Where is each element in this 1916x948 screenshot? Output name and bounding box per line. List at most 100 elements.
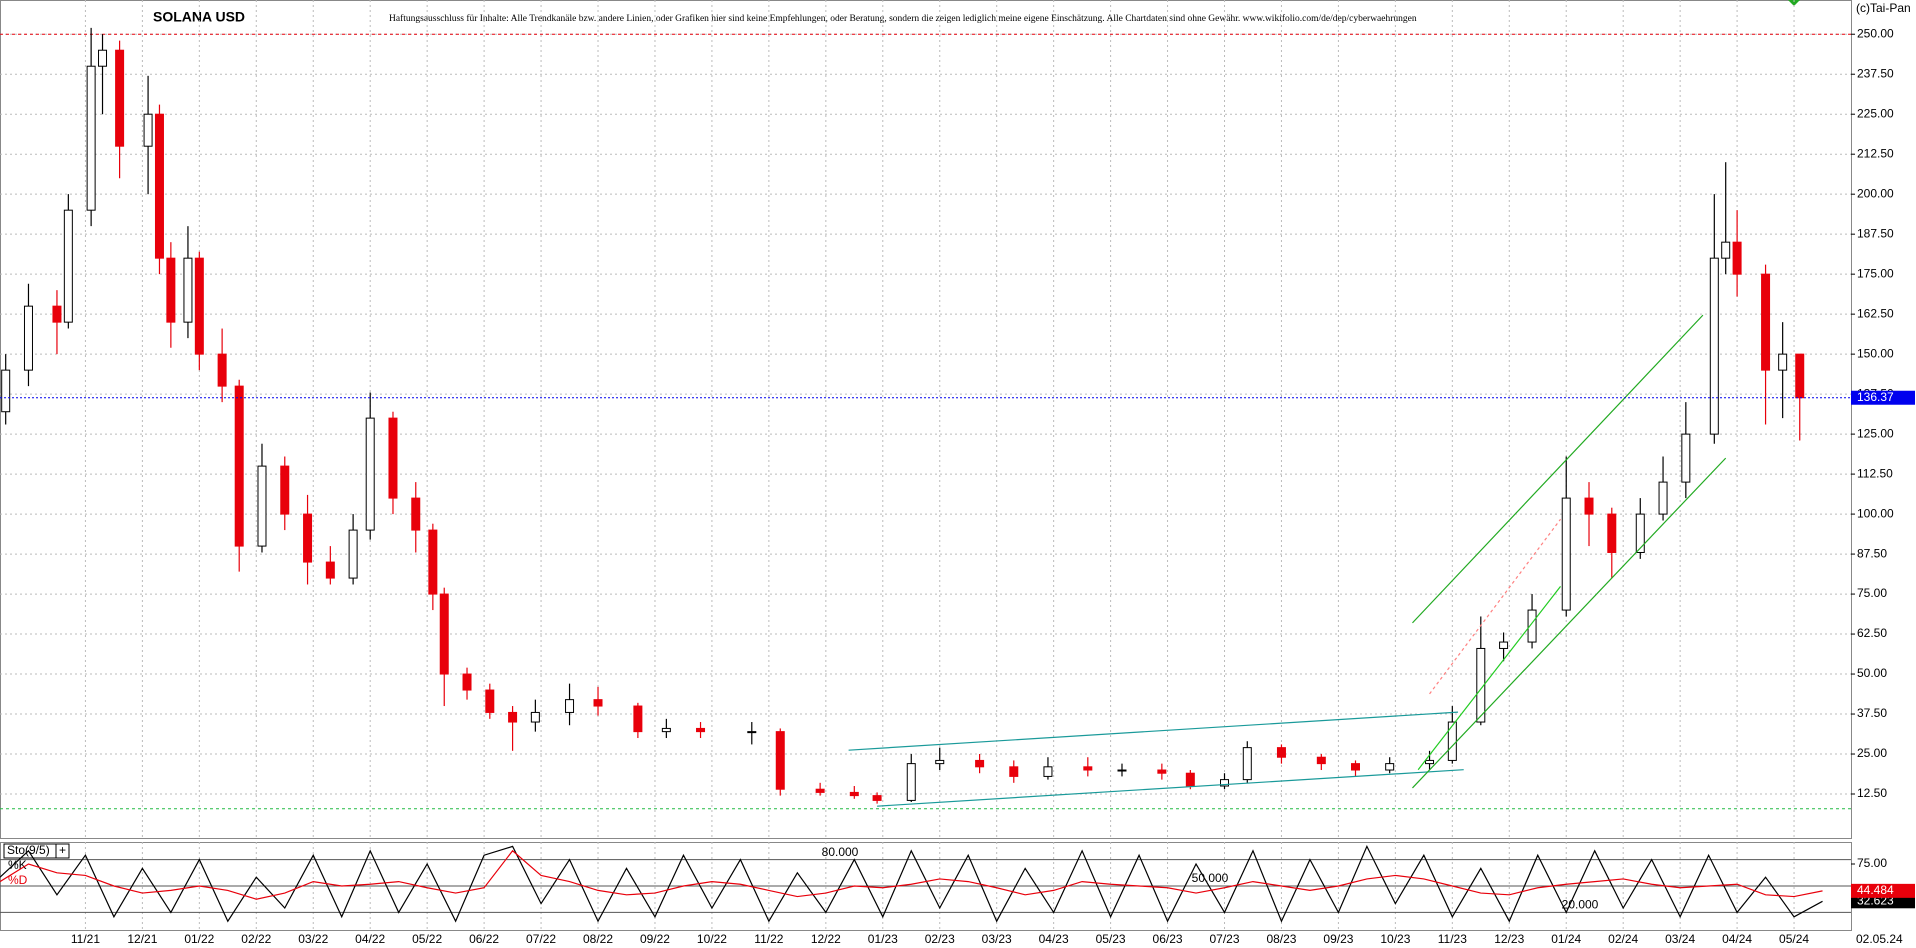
candle-body	[775, 731, 785, 790]
candle-body	[143, 113, 153, 147]
stoch-toggle-icon[interactable]: +	[59, 843, 66, 857]
x-tick-label: 08/22	[583, 932, 613, 946]
candle-body	[1009, 766, 1019, 777]
candle-body	[154, 113, 164, 259]
x-tick-label: 04/23	[1039, 932, 1069, 946]
stoch-line	[0, 844, 1823, 923]
main-panel-border	[0, 0, 1852, 839]
candle-body	[906, 763, 916, 801]
candle-body	[661, 727, 671, 733]
trend-line	[848, 711, 1459, 751]
candle-body	[1117, 769, 1127, 772]
y-tick-label: 112.50	[1857, 466, 1893, 480]
x-tick-label: 12/22	[811, 932, 841, 946]
candle-body	[485, 689, 495, 713]
y-tick-label: 62.50	[1857, 626, 1887, 640]
y-tick-label: 212.50	[1857, 146, 1894, 160]
y-tick-label: 37.50	[1857, 706, 1887, 720]
x-tick-label: 01/22	[184, 932, 214, 946]
candle-body	[1561, 497, 1571, 611]
candle-body	[1732, 241, 1742, 275]
candle-body	[747, 731, 757, 734]
candle-body	[23, 305, 33, 371]
candle-body	[194, 257, 204, 355]
candle-body	[530, 711, 540, 723]
x-tick-label: 12/21	[127, 932, 157, 946]
level-label: 50.000	[1192, 871, 1229, 885]
x-tick-label: 10/22	[697, 932, 727, 946]
candle-body	[935, 759, 945, 765]
candle-body	[388, 417, 398, 499]
candle-body	[1795, 353, 1805, 399]
y-tick-label: 75.00	[1857, 586, 1887, 600]
x-tick-label: 02/22	[241, 932, 271, 946]
candle-body	[63, 209, 73, 323]
stoch-value-label: 44.484	[1857, 883, 1894, 897]
x-tick-label: 03/24	[1665, 932, 1695, 946]
candle-body	[1584, 497, 1594, 515]
candle-body	[1276, 747, 1286, 758]
stoch-value-box	[1851, 883, 1915, 898]
candle-body	[52, 305, 62, 323]
x-tick-label: 02/23	[925, 932, 955, 946]
x-tick-label: 05/22	[412, 932, 442, 946]
x-tick-label: 11/21	[71, 932, 100, 946]
last-price-box	[1851, 390, 1915, 405]
candle-body	[325, 561, 335, 579]
candle-body	[1447, 721, 1457, 761]
candle-body	[593, 699, 603, 707]
candle-body	[303, 513, 313, 563]
x-tick-label: 07/23	[1209, 932, 1239, 946]
candle-body	[1476, 647, 1486, 723]
candle-body	[633, 705, 643, 733]
candle-body	[1709, 257, 1719, 435]
trend-line	[1417, 586, 1562, 771]
x-tick-label: 01/23	[868, 932, 898, 946]
y-tick-label: 100.00	[1857, 506, 1894, 520]
candle-body	[975, 759, 985, 768]
x-tick-label: 09/22	[640, 932, 670, 946]
x-tick-label: 04/24	[1722, 932, 1752, 946]
candle-body	[166, 257, 176, 323]
marker-icon	[1788, 0, 1800, 6]
y-tick-label: 200.00	[1857, 186, 1894, 200]
candle-body	[115, 49, 125, 147]
candle-body	[1527, 609, 1537, 643]
candle-body	[439, 593, 449, 675]
candle-body	[1607, 513, 1617, 553]
x-tick-label: 12/23	[1494, 932, 1524, 946]
candle-body	[1425, 759, 1435, 765]
candle-body	[1316, 756, 1326, 765]
candle-body	[1185, 772, 1195, 787]
x-tick-label: 05/23	[1096, 932, 1126, 946]
y-tick-label: 87.50	[1857, 546, 1887, 560]
x-tick-label: 11/23	[1438, 932, 1467, 946]
x-tick-label: 01/24	[1551, 932, 1581, 946]
x-tick-label: 06/22	[469, 932, 499, 946]
candle-body	[86, 65, 96, 211]
candle-body	[1499, 641, 1509, 649]
candle-body	[565, 699, 575, 713]
candle-body	[1778, 353, 1788, 371]
y-tick-label: 50.00	[1857, 666, 1887, 680]
candle-body	[98, 49, 108, 67]
x-tick-label: 09/23	[1323, 932, 1353, 946]
stoch-line	[0, 849, 1823, 900]
candle-body	[508, 711, 518, 723]
candle-body	[1043, 766, 1053, 777]
y-tick-label: 12.50	[1857, 786, 1887, 800]
last-price-label: 136.37	[1857, 390, 1894, 404]
legend-k: %K	[8, 858, 27, 872]
candle-body	[462, 673, 472, 691]
y-tick-label: 225.00	[1857, 106, 1894, 120]
stoch-toggle[interactable]	[55, 843, 70, 859]
x-tick-label: 06/23	[1153, 932, 1183, 946]
candle-body	[1157, 769, 1167, 774]
candle-body	[696, 727, 706, 733]
y-tick-label: 75.00	[1857, 856, 1887, 870]
x-tick-label: 11/22	[754, 932, 783, 946]
candle-body	[257, 465, 267, 547]
y-tick-label: 25.00	[1857, 746, 1887, 760]
x-tick-label: 08/23	[1266, 932, 1296, 946]
candle-body	[428, 529, 438, 595]
